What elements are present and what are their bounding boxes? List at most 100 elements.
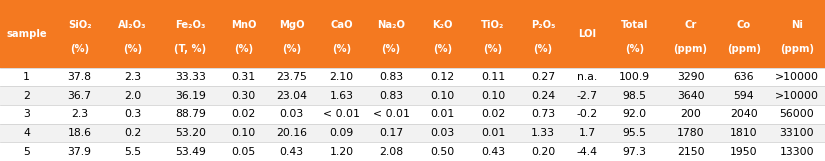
Bar bbox=[468, 86, 518, 105]
Bar bbox=[568, 68, 606, 86]
Text: (%): (%) bbox=[625, 44, 644, 54]
Text: 0.03: 0.03 bbox=[431, 128, 455, 138]
Bar bbox=[266, 68, 318, 86]
Bar bbox=[518, 68, 568, 86]
Bar bbox=[719, 0, 769, 68]
Text: 0.01: 0.01 bbox=[481, 128, 505, 138]
Bar bbox=[417, 0, 468, 68]
Text: 88.79: 88.79 bbox=[175, 109, 206, 119]
Text: 92.0: 92.0 bbox=[623, 109, 647, 119]
Text: (%): (%) bbox=[123, 44, 142, 54]
Bar bbox=[769, 86, 825, 105]
Text: 0.3: 0.3 bbox=[124, 109, 141, 119]
Text: 3: 3 bbox=[23, 109, 30, 119]
Bar bbox=[106, 142, 159, 161]
Bar bbox=[159, 86, 222, 105]
Bar bbox=[518, 124, 568, 142]
Text: 0.43: 0.43 bbox=[481, 147, 505, 157]
Text: -0.2: -0.2 bbox=[577, 109, 598, 119]
Text: 97.3: 97.3 bbox=[623, 147, 647, 157]
Bar bbox=[468, 105, 518, 124]
Bar bbox=[53, 0, 106, 68]
Text: 1.63: 1.63 bbox=[329, 91, 353, 101]
Bar bbox=[266, 105, 318, 124]
Bar bbox=[518, 142, 568, 161]
Bar bbox=[0, 124, 53, 142]
Bar bbox=[159, 105, 222, 124]
Bar bbox=[365, 68, 417, 86]
Bar bbox=[719, 86, 769, 105]
Text: 2.3: 2.3 bbox=[71, 109, 88, 119]
Bar bbox=[769, 142, 825, 161]
Bar bbox=[568, 86, 606, 105]
Text: 0.83: 0.83 bbox=[379, 72, 403, 82]
Text: 98.5: 98.5 bbox=[623, 91, 647, 101]
Bar bbox=[606, 124, 662, 142]
Bar bbox=[266, 86, 318, 105]
Bar bbox=[106, 68, 159, 86]
Bar bbox=[318, 68, 365, 86]
Text: 0.17: 0.17 bbox=[379, 128, 403, 138]
Text: 0.02: 0.02 bbox=[232, 109, 256, 119]
Bar bbox=[468, 124, 518, 142]
Text: Total: Total bbox=[621, 20, 648, 30]
Text: 56000: 56000 bbox=[780, 109, 814, 119]
Bar bbox=[417, 68, 468, 86]
Text: 636: 636 bbox=[733, 72, 754, 82]
Text: SiO₂: SiO₂ bbox=[68, 20, 92, 30]
Bar bbox=[365, 142, 417, 161]
Text: 0.02: 0.02 bbox=[481, 109, 505, 119]
Bar bbox=[53, 142, 106, 161]
Text: 1950: 1950 bbox=[730, 147, 757, 157]
Text: 20.16: 20.16 bbox=[276, 128, 307, 138]
Text: 0.27: 0.27 bbox=[531, 72, 555, 82]
Text: >10000: >10000 bbox=[775, 91, 818, 101]
Bar bbox=[417, 105, 468, 124]
Bar bbox=[0, 0, 53, 68]
Text: 4: 4 bbox=[23, 128, 30, 138]
Text: -4.4: -4.4 bbox=[577, 147, 598, 157]
Text: 18.6: 18.6 bbox=[68, 128, 92, 138]
Bar bbox=[159, 0, 222, 68]
Bar bbox=[53, 68, 106, 86]
Bar bbox=[568, 105, 606, 124]
Bar bbox=[318, 142, 365, 161]
Bar bbox=[266, 142, 318, 161]
Text: 0.12: 0.12 bbox=[431, 72, 455, 82]
Bar bbox=[222, 0, 266, 68]
Bar bbox=[568, 142, 606, 161]
Bar bbox=[662, 0, 719, 68]
Bar bbox=[106, 86, 159, 105]
Text: n.a.: n.a. bbox=[578, 72, 597, 82]
Text: < 0.01: < 0.01 bbox=[373, 109, 409, 119]
Bar bbox=[518, 0, 568, 68]
Bar bbox=[468, 0, 518, 68]
Bar bbox=[468, 142, 518, 161]
Bar bbox=[518, 86, 568, 105]
Text: 594: 594 bbox=[733, 91, 754, 101]
Text: 200: 200 bbox=[680, 109, 701, 119]
Text: 2.10: 2.10 bbox=[329, 72, 353, 82]
Bar bbox=[417, 86, 468, 105]
Text: sample: sample bbox=[7, 29, 47, 39]
Bar bbox=[318, 105, 365, 124]
Text: 0.83: 0.83 bbox=[379, 91, 403, 101]
Bar bbox=[769, 68, 825, 86]
Bar bbox=[222, 105, 266, 124]
Bar bbox=[222, 68, 266, 86]
Text: 0.03: 0.03 bbox=[280, 109, 304, 119]
Text: 1810: 1810 bbox=[730, 128, 757, 138]
Text: 2.08: 2.08 bbox=[379, 147, 403, 157]
Text: (%): (%) bbox=[234, 44, 253, 54]
Text: 23.75: 23.75 bbox=[276, 72, 307, 82]
Text: (%): (%) bbox=[332, 44, 351, 54]
Bar bbox=[417, 142, 468, 161]
Text: 0.10: 0.10 bbox=[481, 91, 505, 101]
Text: 95.5: 95.5 bbox=[623, 128, 647, 138]
Bar bbox=[318, 0, 365, 68]
Text: 5: 5 bbox=[23, 147, 30, 157]
Bar bbox=[53, 86, 106, 105]
Text: 2.3: 2.3 bbox=[124, 72, 141, 82]
Text: Cr: Cr bbox=[685, 20, 697, 30]
Text: 1.20: 1.20 bbox=[329, 147, 353, 157]
